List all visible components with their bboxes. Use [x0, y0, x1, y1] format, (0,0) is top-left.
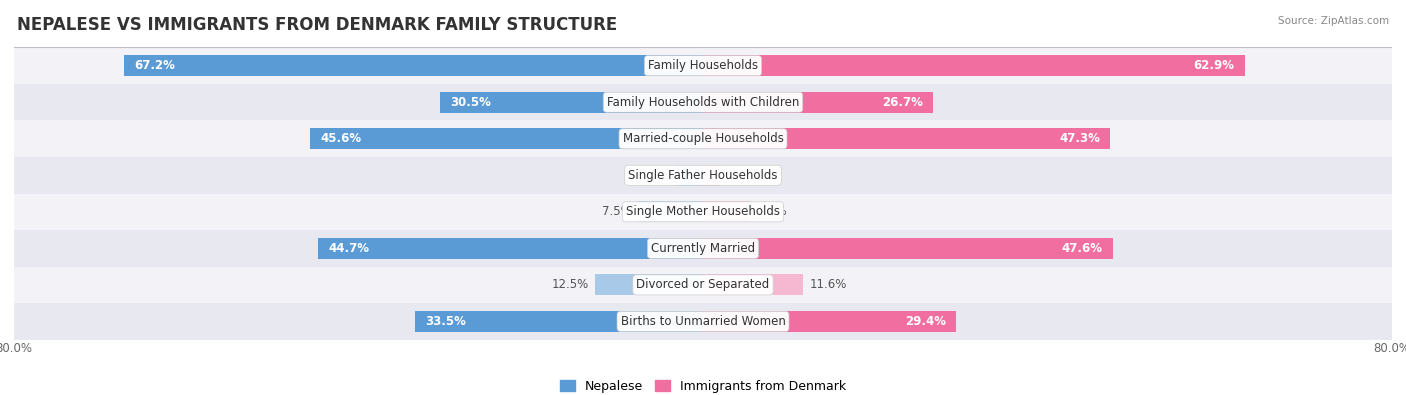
Text: 2.1%: 2.1%: [728, 169, 758, 182]
Bar: [124, 55, 703, 76]
Text: 47.6%: 47.6%: [1062, 242, 1102, 255]
Bar: [703, 92, 934, 113]
Bar: [638, 201, 703, 222]
Bar: [703, 165, 721, 186]
Bar: [703, 311, 956, 332]
Text: 11.6%: 11.6%: [810, 278, 848, 292]
Bar: [14, 303, 1392, 340]
Text: 33.5%: 33.5%: [425, 315, 465, 328]
Bar: [318, 238, 703, 259]
Bar: [703, 274, 803, 295]
Text: 5.5%: 5.5%: [758, 205, 787, 218]
Bar: [676, 165, 703, 186]
Text: 29.4%: 29.4%: [905, 315, 946, 328]
Text: Currently Married: Currently Married: [651, 242, 755, 255]
Text: NEPALESE VS IMMIGRANTS FROM DENMARK FAMILY STRUCTURE: NEPALESE VS IMMIGRANTS FROM DENMARK FAMI…: [17, 16, 617, 34]
Text: 47.3%: 47.3%: [1059, 132, 1099, 145]
Text: Single Father Households: Single Father Households: [628, 169, 778, 182]
Text: 3.1%: 3.1%: [640, 169, 669, 182]
Text: 12.5%: 12.5%: [551, 278, 589, 292]
Text: 7.5%: 7.5%: [602, 205, 631, 218]
Text: 62.9%: 62.9%: [1194, 59, 1234, 72]
Bar: [14, 157, 1392, 194]
Text: Divorced or Separated: Divorced or Separated: [637, 278, 769, 292]
Bar: [703, 238, 1114, 259]
Bar: [415, 311, 703, 332]
Bar: [703, 201, 751, 222]
Bar: [440, 92, 703, 113]
Bar: [14, 47, 1392, 84]
Text: Source: ZipAtlas.com: Source: ZipAtlas.com: [1278, 16, 1389, 26]
Bar: [14, 120, 1392, 157]
Bar: [14, 194, 1392, 230]
Bar: [311, 128, 703, 149]
Legend: Nepalese, Immigrants from Denmark: Nepalese, Immigrants from Denmark: [554, 375, 852, 395]
Text: 67.2%: 67.2%: [135, 59, 176, 72]
Text: Births to Unmarried Women: Births to Unmarried Women: [620, 315, 786, 328]
Text: 26.7%: 26.7%: [882, 96, 922, 109]
Bar: [14, 267, 1392, 303]
Bar: [14, 84, 1392, 120]
Text: 30.5%: 30.5%: [451, 96, 492, 109]
Text: 45.6%: 45.6%: [321, 132, 361, 145]
Text: Family Households: Family Households: [648, 59, 758, 72]
Bar: [14, 230, 1392, 267]
Bar: [703, 128, 1111, 149]
Text: Married-couple Households: Married-couple Households: [623, 132, 783, 145]
Bar: [703, 55, 1244, 76]
Bar: [595, 274, 703, 295]
Text: 44.7%: 44.7%: [329, 242, 370, 255]
Text: Single Mother Households: Single Mother Households: [626, 205, 780, 218]
Text: Family Households with Children: Family Households with Children: [607, 96, 799, 109]
